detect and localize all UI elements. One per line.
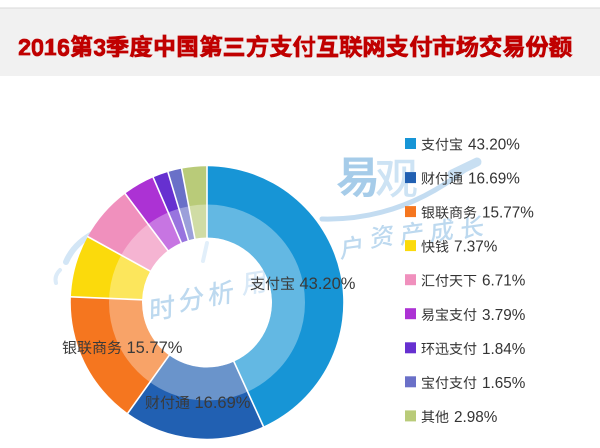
- svg-text:1.84%: 1.84%: [482, 341, 526, 358]
- svg-text:43.20%: 43.20%: [300, 275, 356, 293]
- svg-text:3.79%: 3.79%: [482, 307, 526, 324]
- svg-text:7.37%: 7.37%: [454, 239, 498, 256]
- svg-text:16.69%: 16.69%: [195, 394, 251, 412]
- svg-text:1.65%: 1.65%: [482, 375, 526, 392]
- svg-text:15.77%: 15.77%: [482, 205, 534, 222]
- svg-text:6.71%: 6.71%: [482, 273, 526, 290]
- svg-text:43.20%: 43.20%: [468, 137, 520, 154]
- svg-text:16.69%: 16.69%: [468, 171, 520, 188]
- svg-text:2.98%: 2.98%: [454, 409, 498, 426]
- svg-text:15.77%: 15.77%: [127, 339, 183, 357]
